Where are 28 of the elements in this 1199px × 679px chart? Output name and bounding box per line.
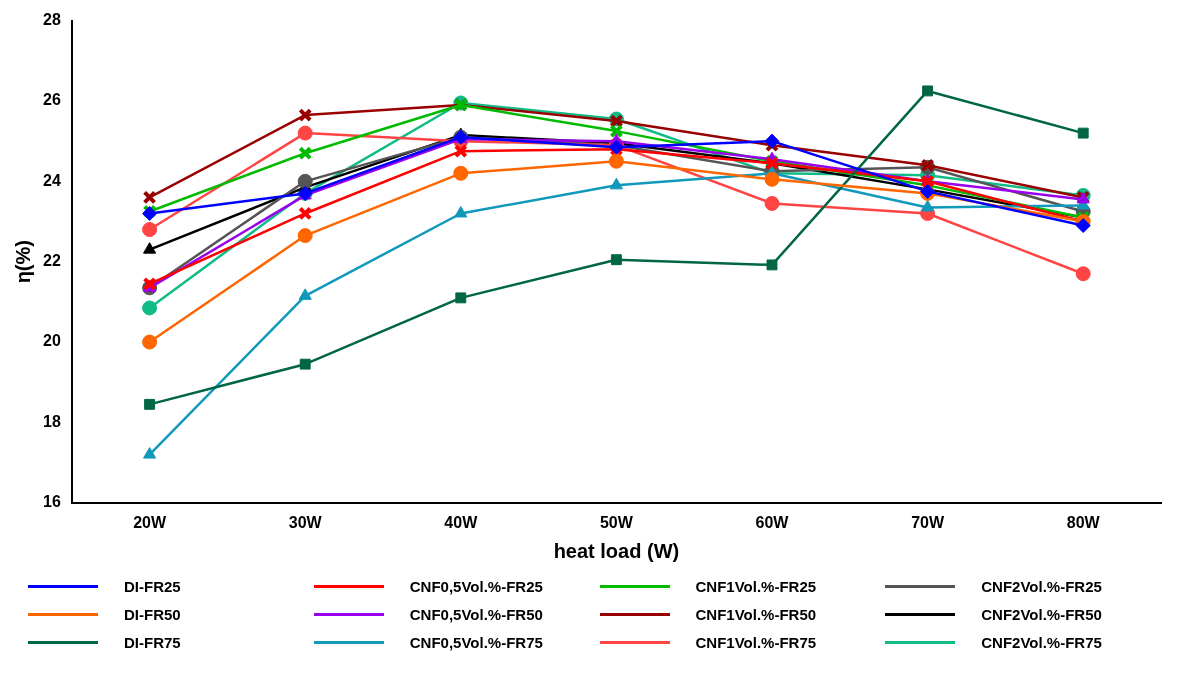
legend-label: DI-FR75 <box>124 633 181 651</box>
y-axis-title: η(%) <box>11 240 34 284</box>
legend-label: CNF2Vol.%-FR25 <box>981 577 1102 595</box>
legend-label: DI-FR50 <box>124 605 181 623</box>
legend-label: CNF1Vol.%-FR50 <box>695 605 817 623</box>
legend-label: CNF0,5Vol.%-FR50 <box>409 605 543 623</box>
x-tick-label: 30W <box>288 513 323 531</box>
x-tick-label: 60W <box>755 513 790 531</box>
legend-label: DI-FR25 <box>124 577 181 595</box>
x-tick-label: 20W <box>133 513 167 531</box>
y-tick-label: 26 <box>43 91 61 109</box>
x-tick-label: 70W <box>911 513 945 531</box>
y-tick-label: 22 <box>43 252 61 270</box>
x-tick-label: 40W <box>444 513 479 531</box>
y-tick-label: 28 <box>43 11 61 29</box>
y-tick-label: 20 <box>43 332 61 350</box>
x-tick-label: 80W <box>1066 513 1101 531</box>
y-tick-label: 18 <box>43 412 61 430</box>
x-tick-label: 50W <box>599 513 634 531</box>
legend-label: CNF0,5Vol.%-FR75 <box>409 633 543 651</box>
legend-label: CNF2Vol.%-FR75 <box>981 633 1102 651</box>
y-tick-label: 24 <box>43 171 61 189</box>
y-tick-label: 16 <box>43 493 61 511</box>
legend-label: CNF2Vol.%-FR50 <box>981 605 1102 623</box>
legend-label: CNF0,5Vol.%-FR25 <box>409 577 543 595</box>
legend-label: CNF1Vol.%-FR75 <box>695 633 817 651</box>
legend-label: CNF1Vol.%-FR25 <box>695 577 817 595</box>
x-axis-title: heat load (W) <box>553 539 680 562</box>
